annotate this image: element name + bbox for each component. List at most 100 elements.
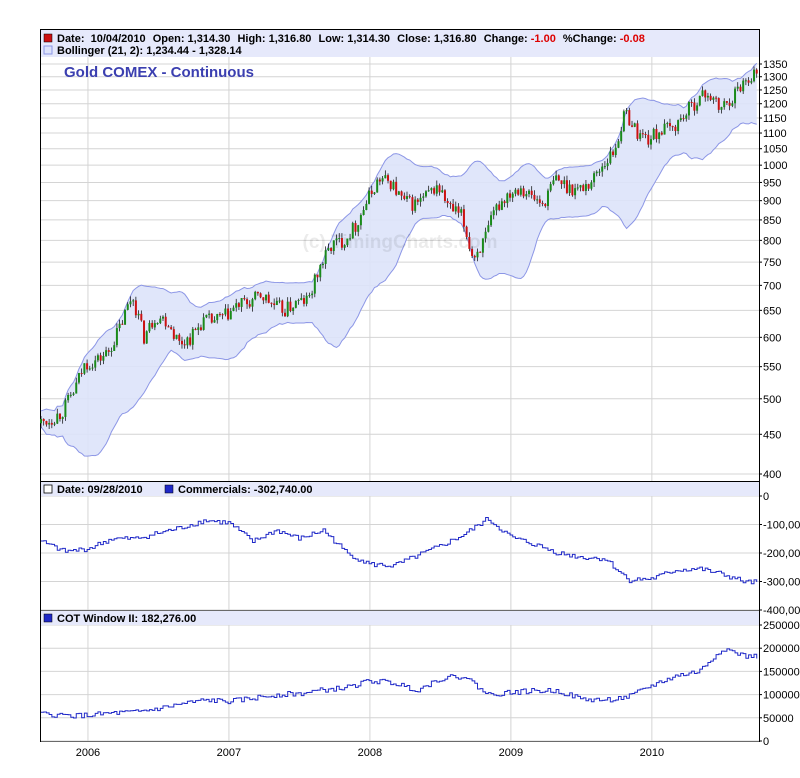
price-tick-label: 400	[763, 469, 781, 481]
price-tick-label: 600	[763, 332, 781, 344]
cot-legend-bg	[41, 482, 759, 496]
candle-body	[587, 184, 590, 189]
candle-body	[471, 248, 474, 256]
candle-body	[593, 173, 596, 183]
candle-body	[715, 97, 718, 99]
candle-legend-swatch	[43, 33, 53, 43]
candle-body	[197, 327, 200, 330]
candle-body	[498, 204, 501, 210]
window-legend-bg	[41, 611, 759, 625]
change-label: Change:	[484, 33, 528, 45]
candle-body	[137, 313, 140, 316]
x-tick-label: 2010	[640, 747, 664, 759]
candle-body	[560, 180, 563, 185]
candle-body	[663, 123, 666, 135]
candle-body	[205, 314, 208, 318]
candle-body	[530, 190, 533, 195]
candle-body	[243, 298, 246, 300]
candle-body	[682, 118, 685, 120]
candle-body	[452, 203, 455, 212]
candle-body	[400, 191, 403, 196]
candle-body	[728, 102, 731, 106]
candle-body	[362, 209, 365, 215]
candle-body	[194, 328, 197, 330]
candle-body	[270, 302, 273, 304]
candle-body	[622, 111, 625, 132]
candle-body	[218, 314, 221, 316]
close-value: 1,316.80	[434, 33, 477, 45]
candle-body	[308, 295, 311, 297]
bollinger-legend-swatch	[43, 45, 53, 55]
candle-body	[679, 118, 682, 121]
candle-body	[50, 422, 53, 425]
bollinger-upper-line	[40, 62, 758, 412]
candle-body	[378, 179, 381, 182]
candle-body	[709, 95, 712, 100]
pct-change-value: -0.08	[620, 33, 645, 45]
candle-body	[598, 171, 601, 173]
cot-tick-label: -400,000	[763, 605, 800, 617]
x-tick-label: 2007	[217, 747, 241, 759]
price-tick-label: 1250	[763, 85, 787, 97]
candle-body	[633, 123, 636, 127]
candle-body	[80, 373, 83, 375]
price-tick-label: 550	[763, 362, 781, 374]
candle-body	[696, 105, 699, 111]
candle-body	[300, 298, 303, 300]
candle-body	[96, 355, 99, 361]
candle-body	[435, 185, 438, 194]
candle-body	[167, 326, 170, 328]
candle-body	[614, 147, 617, 156]
price-tick-label: 1200	[763, 99, 787, 111]
candle-body	[606, 163, 609, 167]
candle-body	[528, 190, 531, 195]
candle-body	[376, 179, 379, 193]
bollinger-lower-line	[40, 121, 757, 457]
candle-body	[240, 298, 243, 307]
candle-body	[208, 313, 211, 315]
candle-body	[723, 101, 726, 108]
candle-body	[327, 248, 330, 251]
candle-body	[45, 421, 48, 425]
candle-body	[563, 180, 566, 185]
price-tick-label: 1050	[763, 144, 787, 156]
candle-body	[568, 184, 571, 193]
candle-body	[414, 199, 417, 211]
candle-body	[631, 125, 634, 127]
candle-body	[636, 123, 639, 139]
candle-body	[67, 394, 70, 401]
candle-body	[338, 238, 341, 240]
candle-body	[742, 80, 745, 92]
candle-body	[262, 297, 265, 301]
candle-body	[739, 86, 742, 92]
candle-body	[143, 320, 146, 344]
candle-body	[465, 226, 468, 237]
candle-body	[42, 418, 45, 422]
cot-panel-frame	[40, 481, 760, 611]
candle-body	[115, 328, 118, 346]
commercials-line	[41, 517, 758, 585]
candle-body	[687, 102, 690, 116]
candle-body	[273, 303, 276, 306]
candle-body	[335, 238, 338, 241]
candle-body	[449, 203, 452, 205]
high-label: High:	[237, 33, 265, 45]
candle-body	[422, 196, 425, 198]
candle-body	[237, 303, 240, 307]
candle-body	[86, 363, 89, 370]
candle-body	[685, 115, 688, 119]
close-label: Close:	[397, 33, 431, 45]
window-legend-swatch	[43, 613, 53, 623]
candle-body	[574, 188, 577, 196]
candle-body	[579, 185, 582, 188]
candle-body	[601, 166, 604, 172]
candle-body	[370, 190, 373, 194]
high-value: 1,316.80	[269, 33, 312, 45]
candle-body	[479, 251, 482, 253]
candle-body	[180, 340, 183, 345]
candle-body	[712, 97, 715, 100]
window-tick-label: 0	[763, 736, 769, 748]
candle-body	[121, 323, 124, 325]
candle-body	[330, 248, 333, 252]
candle-body	[438, 185, 441, 193]
